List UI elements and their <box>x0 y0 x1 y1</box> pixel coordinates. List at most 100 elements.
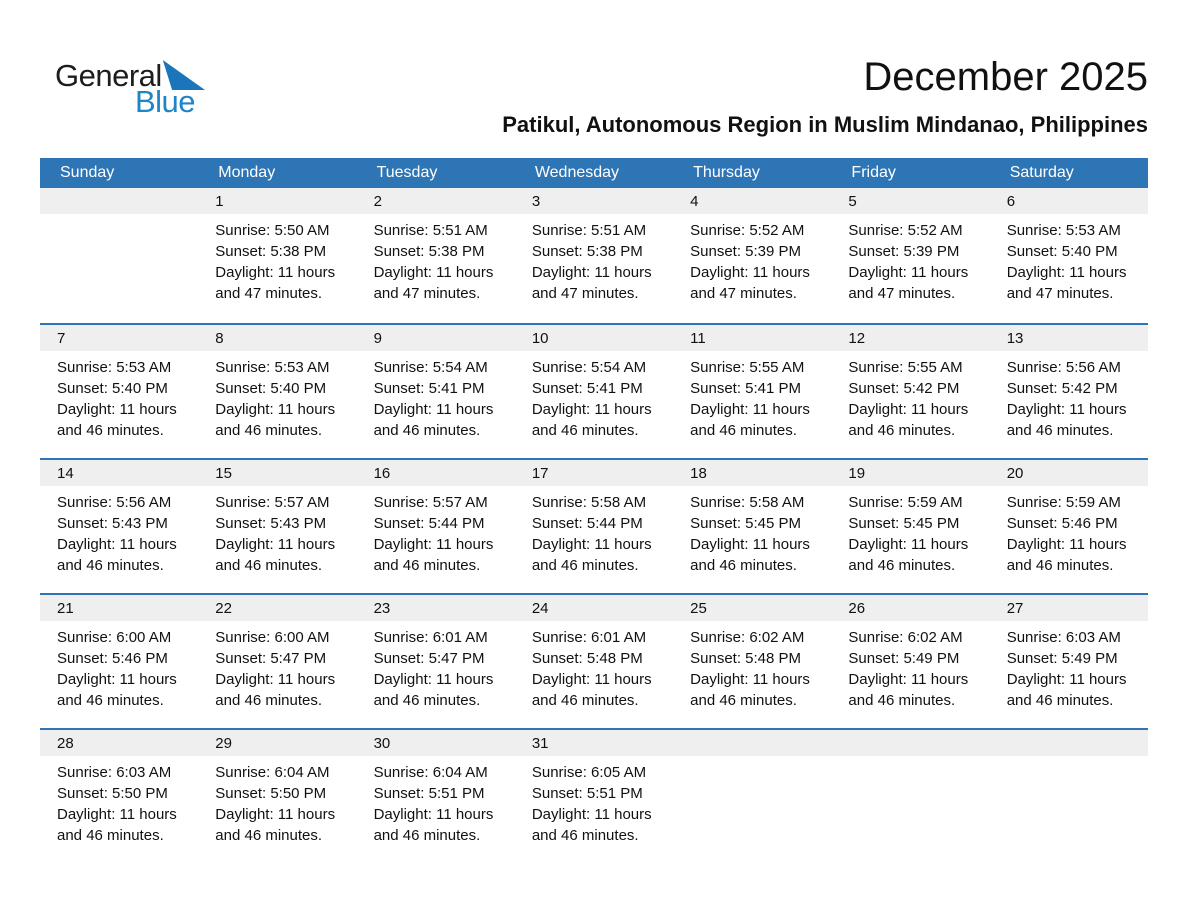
date-number: 11 <box>673 325 832 351</box>
date-number: 12 <box>831 325 990 351</box>
sunrise-text: Sunrise: 5:59 AM <box>1006 494 1121 511</box>
day-cell-8: 8 Sunrise: 5:53 AM Sunset: 5:40 PM Daylight… <box>198 325 357 458</box>
sunrise-text: Sunrise: 6:03 AM <box>57 764 172 781</box>
day-cell-6: 6 Sunrise: 5:53 AM Sunset: 5:40 PM Daylight… <box>989 188 1148 323</box>
day-header-monday: Monday <box>218 164 276 181</box>
header-titles: December 2025 Patikul, Autonomous Region… <box>502 55 1148 138</box>
daylight-text: Daylight: 11 hours and 47 minutes. <box>531 264 652 302</box>
sunrise-text: Sunrise: 5:58 AM <box>690 494 805 511</box>
sunset-text: Sunset: 5:51 PM <box>373 785 485 802</box>
sunset-text: Sunset: 5:40 PM <box>1006 243 1118 260</box>
sunrise-text: Sunrise: 5:56 AM <box>1006 359 1121 376</box>
day-cell-24: 24 Sunrise: 6:01 AM Sunset: 5:48 PM Dayligh… <box>514 595 674 728</box>
date-number: 27 <box>989 595 1148 621</box>
date-number: 26 <box>831 595 990 621</box>
day-cell-12: 12 Sunrise: 5:55 AM Sunset: 5:42 PM Dayligh… <box>831 325 990 458</box>
day-info: Sunrise: 5:53 AM Sunset: 5:40 PM Daylight:… <box>40 351 198 441</box>
day-cell-17: 17 Sunrise: 5:58 AM Sunset: 5:44 PM Dayligh… <box>514 460 674 593</box>
date-number <box>989 730 1148 756</box>
sunset-text: Sunset: 5:40 PM <box>215 380 327 397</box>
sunset-text: Sunset: 5:41 PM <box>690 380 802 397</box>
daylight-text: Daylight: 11 hours and 46 minutes. <box>57 401 177 439</box>
date-number: 3 <box>514 188 674 214</box>
day-info: Sunrise: 5:56 AM Sunset: 5:42 PM Daylight:… <box>990 351 1148 441</box>
daylight-text: Daylight: 11 hours and 46 minutes. <box>690 401 810 439</box>
daylight-text: Daylight: 11 hours and 46 minutes. <box>1006 671 1127 709</box>
daylight-text: Daylight: 11 hours and 46 minutes. <box>690 671 810 709</box>
day-cell-19: 19 Sunrise: 5:59 AM Sunset: 5:45 PM Dayligh… <box>831 460 990 593</box>
sunset-text: Sunset: 5:39 PM <box>690 243 802 260</box>
date-number: 14 <box>40 460 199 486</box>
daylight-text: Daylight: 11 hours and 46 minutes. <box>215 401 336 439</box>
day-info: Sunrise: 5:56 AM Sunset: 5:43 PM Daylight:… <box>40 486 198 576</box>
empty-day-cell <box>40 188 199 323</box>
date-number: 18 <box>673 460 832 486</box>
sunset-text: Sunset: 5:47 PM <box>215 650 327 667</box>
day-cell-5: 5 Sunrise: 5:52 AM Sunset: 5:39 PM Daylight… <box>831 188 990 323</box>
day-info <box>673 756 831 762</box>
date-number: 10 <box>514 325 674 351</box>
day-info: Sunrise: 5:58 AM Sunset: 5:44 PM Daylight:… <box>515 486 673 576</box>
day-info: Sunrise: 5:55 AM Sunset: 5:42 PM Daylight:… <box>831 351 989 441</box>
date-number: 20 <box>989 460 1148 486</box>
empty-day-cell <box>831 730 990 863</box>
sunrise-text: Sunrise: 5:53 AM <box>215 359 330 376</box>
daylight-text: Daylight: 11 hours and 47 minutes. <box>373 264 494 302</box>
week-row-2: 7 Sunrise: 5:53 AM Sunset: 5:40 PM Daylight… <box>40 323 1148 458</box>
date-number: 15 <box>198 460 357 486</box>
day-info <box>831 756 989 762</box>
daylight-text: Daylight: 11 hours and 46 minutes. <box>531 401 652 439</box>
day-info: Sunrise: 5:52 AM Sunset: 5:39 PM Daylight:… <box>673 214 831 304</box>
week-row-4: 21 Sunrise: 6:00 AM Sunset: 5:46 PM Dayligh… <box>40 593 1148 728</box>
daylight-text: Daylight: 11 hours and 46 minutes. <box>848 536 969 574</box>
sunset-text: Sunset: 5:45 PM <box>690 515 802 532</box>
date-number <box>831 730 990 756</box>
day-info <box>40 214 198 220</box>
day-info: Sunrise: 6:00 AM Sunset: 5:46 PM Daylight:… <box>40 621 198 711</box>
day-info <box>990 756 1148 762</box>
daylight-text: Daylight: 11 hours and 46 minutes. <box>57 536 177 574</box>
day-cell-2: 2 Sunrise: 5:51 AM Sunset: 5:38 PM Daylight… <box>356 188 515 323</box>
daylight-text: Daylight: 11 hours and 46 minutes. <box>373 401 494 439</box>
day-header-row: Sunday Monday Tuesday Wednesday Thursday Frid… <box>40 158 1148 188</box>
sunset-text: Sunset: 5:43 PM <box>57 515 168 532</box>
day-info: Sunrise: 6:03 AM Sunset: 5:49 PM Daylight:… <box>990 621 1148 711</box>
daylight-text: Daylight: 11 hours and 47 minutes. <box>215 264 336 302</box>
week-row-5: 28 Sunrise: 6:03 AM Sunset: 5:50 PM Dayligh… <box>40 728 1148 863</box>
day-cell-1: 1 Sunrise: 5:50 AM Sunset: 5:38 PM Daylight… <box>198 188 357 323</box>
sunset-text: Sunset: 5:49 PM <box>848 650 960 667</box>
daylight-text: Daylight: 11 hours and 46 minutes. <box>848 671 969 709</box>
day-info: Sunrise: 5:59 AM Sunset: 5:45 PM Daylight:… <box>831 486 989 576</box>
sunset-text: Sunset: 5:38 PM <box>215 243 327 260</box>
day-info: Sunrise: 5:54 AM Sunset: 5:41 PM Daylight:… <box>357 351 515 441</box>
sunrise-text: Sunrise: 5:51 AM <box>531 222 647 239</box>
day-cell-13: 13 Sunrise: 5:56 AM Sunset: 5:42 PM Dayligh… <box>989 325 1148 458</box>
sunrise-text: Sunrise: 5:58 AM <box>531 494 647 511</box>
day-info: Sunrise: 5:57 AM Sunset: 5:43 PM Daylight:… <box>198 486 356 576</box>
sunrise-text: Sunrise: 5:59 AM <box>848 494 963 511</box>
sunset-text: Sunset: 5:41 PM <box>531 380 643 397</box>
date-number: 17 <box>514 460 674 486</box>
date-number: 16 <box>356 460 515 486</box>
empty-day-cell <box>989 730 1148 863</box>
date-number: 25 <box>673 595 832 621</box>
date-number: 4 <box>673 188 832 214</box>
daylight-text: Daylight: 11 hours and 46 minutes. <box>373 806 494 844</box>
sunrise-text: Sunrise: 5:55 AM <box>848 359 963 376</box>
daylight-text: Daylight: 11 hours and 46 minutes. <box>1006 536 1127 574</box>
sunset-text: Sunset: 5:38 PM <box>373 243 485 260</box>
date-number: 1 <box>198 188 357 214</box>
sunrise-text: Sunrise: 6:01 AM <box>373 629 488 646</box>
day-info: Sunrise: 6:01 AM Sunset: 5:48 PM Daylight:… <box>515 621 673 711</box>
day-cell-22: 22 Sunrise: 6:00 AM Sunset: 5:47 PM Dayligh… <box>198 595 357 728</box>
day-info: Sunrise: 5:50 AM Sunset: 5:38 PM Daylight:… <box>198 214 356 304</box>
date-number: 8 <box>198 325 357 351</box>
calendar-weeks: 1 Sunrise: 5:50 AM Sunset: 5:38 PM Daylight… <box>40 188 1148 863</box>
date-number <box>673 730 832 756</box>
day-cell-9: 9 Sunrise: 5:54 AM Sunset: 5:41 PM Daylight… <box>356 325 515 458</box>
sunrise-text: Sunrise: 5:50 AM <box>215 222 330 239</box>
day-header-wednesday: Wednesday <box>534 164 620 181</box>
sunset-text: Sunset: 5:47 PM <box>373 650 485 667</box>
sunrise-text: Sunrise: 6:02 AM <box>848 629 963 646</box>
